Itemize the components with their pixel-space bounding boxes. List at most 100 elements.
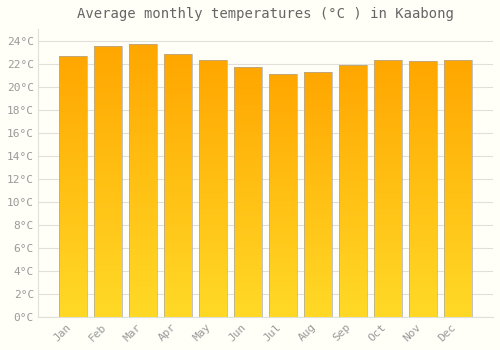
Bar	[338, 300, 368, 302]
Bar	[164, 310, 192, 312]
Bar	[199, 217, 228, 220]
Bar	[338, 265, 368, 267]
Bar	[268, 266, 298, 269]
Bar	[94, 220, 122, 223]
Bar	[374, 245, 402, 248]
Bar	[374, 212, 402, 215]
Bar	[59, 205, 88, 208]
Bar	[304, 158, 332, 160]
Bar	[199, 65, 228, 68]
Bar	[129, 227, 158, 230]
Bar	[234, 200, 262, 202]
Bar	[199, 176, 228, 178]
Bar	[408, 243, 438, 246]
Bar	[234, 177, 262, 180]
Bar	[199, 91, 228, 94]
Bar	[444, 220, 472, 222]
Bar	[338, 280, 368, 282]
Bar	[199, 310, 228, 312]
Bar	[444, 89, 472, 91]
Bar	[94, 271, 122, 274]
Bar	[234, 182, 262, 185]
Bar	[164, 265, 192, 267]
Bar	[164, 178, 192, 181]
Bar	[234, 140, 262, 142]
Bar	[234, 105, 262, 107]
Bar	[94, 182, 122, 185]
Bar	[374, 140, 402, 142]
Bar	[164, 123, 192, 125]
Bar	[374, 287, 402, 289]
Bar	[338, 285, 368, 287]
Bar	[59, 168, 88, 171]
Bar	[164, 89, 192, 91]
Bar	[374, 99, 402, 101]
Bar	[164, 291, 192, 294]
Bar	[234, 243, 262, 245]
Bar	[304, 268, 332, 271]
Bar	[234, 207, 262, 210]
Bar	[199, 279, 228, 281]
Bar	[408, 307, 438, 310]
Bar	[408, 82, 438, 84]
Bar	[338, 70, 368, 72]
Bar	[408, 61, 438, 317]
Bar	[268, 130, 298, 133]
Bar	[234, 97, 262, 100]
Bar	[338, 310, 368, 313]
Bar	[338, 161, 368, 163]
Bar	[338, 116, 368, 118]
Bar	[129, 254, 158, 257]
Bar	[338, 141, 368, 143]
Bar	[94, 65, 122, 68]
Bar	[338, 267, 368, 270]
Bar	[268, 237, 298, 240]
Bar	[129, 159, 158, 162]
Bar	[408, 297, 438, 300]
Bar	[234, 115, 262, 117]
Bar	[444, 315, 472, 317]
Bar	[268, 232, 298, 235]
Bar	[268, 310, 298, 313]
Bar	[374, 228, 402, 230]
Bar	[374, 181, 402, 184]
Bar	[94, 255, 122, 258]
Bar	[444, 287, 472, 289]
Bar	[164, 175, 192, 178]
Bar	[444, 240, 472, 243]
Bar	[408, 131, 438, 133]
Bar	[444, 106, 472, 109]
Bar	[444, 60, 472, 63]
Bar	[164, 225, 192, 228]
Bar	[338, 138, 368, 141]
Bar	[199, 189, 228, 191]
Bar	[234, 180, 262, 182]
Bar	[59, 239, 88, 241]
Bar	[199, 300, 228, 302]
Bar	[59, 84, 88, 87]
Bar	[374, 261, 402, 264]
Bar	[199, 294, 228, 297]
Bar	[268, 274, 298, 276]
Bar	[199, 104, 228, 106]
Bar	[338, 307, 368, 310]
Bar	[268, 215, 298, 218]
Bar	[338, 88, 368, 90]
Bar	[129, 123, 158, 126]
Bar	[304, 219, 332, 222]
Bar	[234, 142, 262, 145]
Bar	[338, 135, 368, 138]
Bar	[59, 229, 88, 231]
Bar	[374, 307, 402, 310]
Bar	[199, 191, 228, 194]
Bar	[94, 109, 122, 111]
Bar	[444, 60, 472, 317]
Bar	[268, 137, 298, 140]
Bar	[444, 245, 472, 248]
Bar	[164, 196, 192, 199]
Bar	[129, 167, 158, 170]
Bar	[199, 109, 228, 112]
Bar	[59, 234, 88, 236]
Bar	[268, 186, 298, 188]
Bar	[59, 268, 88, 270]
